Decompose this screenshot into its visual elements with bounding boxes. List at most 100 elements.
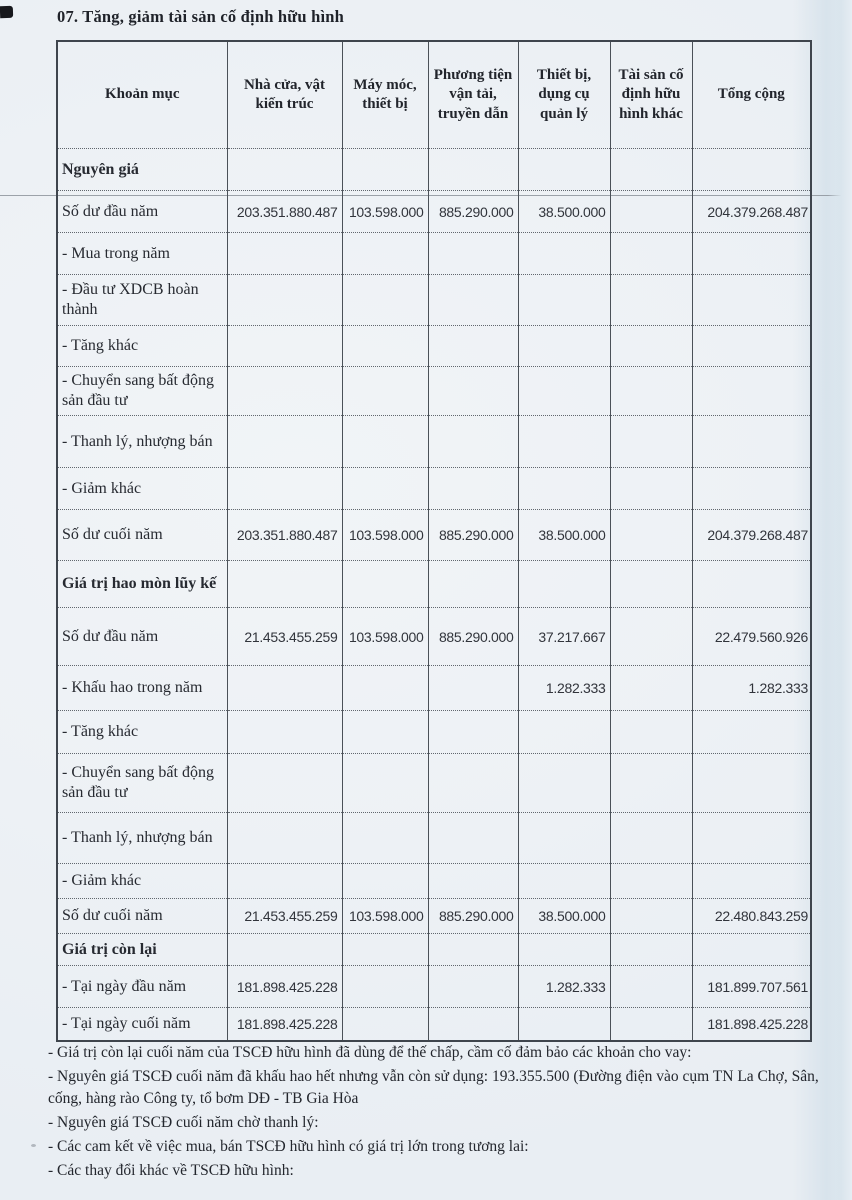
col-header-tong-cong: Tổng cộng: [691, 40, 812, 149]
table-cell: [691, 560, 812, 608]
table-cell: 22.480.843.259: [691, 898, 812, 934]
table-header-row: Khoản mục Nhà cửa, vật kiến trúc Máy móc…: [56, 40, 812, 149]
table-row: - Chuyển sang bất động sản đầu tư: [56, 366, 812, 416]
table-cell: [226, 933, 343, 966]
table-body: Nguyên giá Số dư đầu năm 203.351.880.487 10…: [56, 148, 812, 1041]
table-cell: 21.453.455.259: [226, 898, 343, 934]
table-cell: 181.898.425.228: [691, 1007, 812, 1041]
col-header-thiet-bi: Thiết bị, dụng cụ quản lý: [517, 40, 611, 149]
table-cell: [427, 366, 519, 416]
table-cell: [226, 665, 343, 711]
col-header-nha-cua: Nhà cửa, vật kiến trúc: [226, 40, 343, 149]
row-label: - Chuyển sang bất động sản đầu tư: [56, 366, 228, 416]
col-header-may-moc: Máy móc, thiết bị: [341, 40, 429, 149]
table-cell: [609, 467, 693, 510]
row-label: Số dư cuối năm: [56, 509, 228, 561]
table-cell: [341, 933, 429, 966]
table-cell: [226, 467, 343, 510]
table-row: Số dư cuối năm 21.453.455.259 103.598.000 8…: [56, 898, 812, 934]
table-cell: [517, 560, 611, 608]
table-row: - Tăng khác: [56, 325, 812, 367]
table-row: - Đầu tư XDCB hoàn thành: [56, 274, 812, 326]
row-label: - Thanh lý, nhượng bán: [56, 812, 228, 864]
table-cell: 37.217.667: [517, 607, 611, 666]
table-cell: [427, 665, 519, 711]
table-row: - Thanh lý, nhượng bán: [56, 415, 812, 468]
row-label: - Chuyển sang bất động sản đầu tư: [56, 753, 228, 813]
table-cell: 1.282.333: [517, 665, 611, 711]
col-header-khoan-muc: Khoản mục: [56, 40, 228, 149]
table-cell: [226, 753, 343, 813]
row-label: - Tăng khác: [56, 710, 228, 754]
table-row: - Giảm khác: [56, 863, 812, 899]
table-cell: 1.282.333: [691, 665, 812, 711]
footnote-line: - Nguyên giá TSCĐ cuối năm đã khấu hao h…: [48, 1068, 819, 1107]
footnote-line: - Các thay đổi khác về TSCĐ hữu hình:: [48, 1162, 294, 1179]
table-cell: [691, 415, 812, 468]
table-cell: [691, 366, 812, 416]
table-cell: [691, 467, 812, 510]
row-label: - Khấu hao trong năm: [56, 665, 228, 711]
table-row: - Tại ngày cuối năm 181.898.425.228 181.89…: [56, 1007, 812, 1041]
table-cell: [341, 965, 429, 1008]
table-cell: [691, 753, 812, 813]
table-cell: [609, 812, 693, 864]
table-cell: [341, 1007, 429, 1041]
table-cell: [226, 148, 343, 191]
table-cell: 22.479.560.926: [691, 607, 812, 666]
table-cell: 203.351.880.487: [226, 190, 343, 233]
table-row: - Thanh lý, nhượng bán: [56, 812, 812, 864]
table-cell: [341, 148, 429, 191]
table-cell: [341, 366, 429, 416]
table-cell: [609, 509, 693, 561]
table-cell: [517, 415, 611, 468]
table-cell: [517, 232, 611, 275]
table-cell: [609, 710, 693, 754]
table-cell: [427, 933, 519, 966]
table-cell: [609, 560, 693, 608]
table-cell: [341, 560, 429, 608]
row-label: - Tại ngày đầu năm: [56, 965, 228, 1008]
table-cell: [691, 232, 812, 275]
table-cell: [226, 710, 343, 754]
table-row: - Tại ngày đầu năm 181.898.425.228 1.282.3…: [56, 965, 812, 1008]
section-row: Giá trị còn lại: [56, 933, 812, 966]
table-cell: 181.898.425.228: [226, 1007, 343, 1041]
table-cell: [691, 812, 812, 864]
table-cell: [691, 274, 812, 326]
table-cell: [341, 415, 429, 468]
table-cell: [341, 274, 429, 326]
fixed-assets-table: Khoản mục Nhà cửa, vật kiến trúc Máy móc…: [56, 40, 812, 1042]
table-cell: [427, 560, 519, 608]
table-cell: [427, 232, 519, 275]
table-row: Số dư đầu năm 21.453.455.259 103.598.000 88…: [56, 607, 812, 666]
table-cell: [517, 933, 611, 966]
table-cell: [609, 933, 693, 966]
table-row: - Giảm khác: [56, 467, 812, 510]
table-cell: [609, 366, 693, 416]
table-cell: [517, 1007, 611, 1041]
row-label: Số dư đầu năm: [56, 607, 228, 666]
table-cell: [341, 467, 429, 510]
table-cell: 103.598.000: [341, 898, 429, 934]
table-cell: [517, 753, 611, 813]
row-label: Giá trị hao mòn lũy kế: [56, 560, 228, 608]
table-cell: [691, 710, 812, 754]
table-row: - Mua trong năm: [56, 232, 812, 275]
table-cell: [609, 1007, 693, 1041]
table-cell: 885.290.000: [427, 898, 519, 934]
row-label: - Tăng khác: [56, 325, 228, 367]
table-cell: [517, 366, 611, 416]
table-cell: 103.598.000: [341, 190, 429, 233]
table-cell: 181.898.425.228: [226, 965, 343, 1008]
table-row: - Chuyển sang bất động sản đầu tư: [56, 753, 812, 813]
table-cell: [226, 366, 343, 416]
table-cell: 181.899.707.561: [691, 965, 812, 1008]
table-cell: [341, 665, 429, 711]
footnote-line: - Giá trị còn lại cuối năm của TSCĐ hữu …: [48, 1044, 692, 1061]
table-cell: [609, 274, 693, 326]
section-row: Nguyên giá: [56, 148, 812, 191]
table-cell: 103.598.000: [341, 509, 429, 561]
row-label: - Thanh lý, nhượng bán: [56, 415, 228, 468]
table-cell: [609, 965, 693, 1008]
